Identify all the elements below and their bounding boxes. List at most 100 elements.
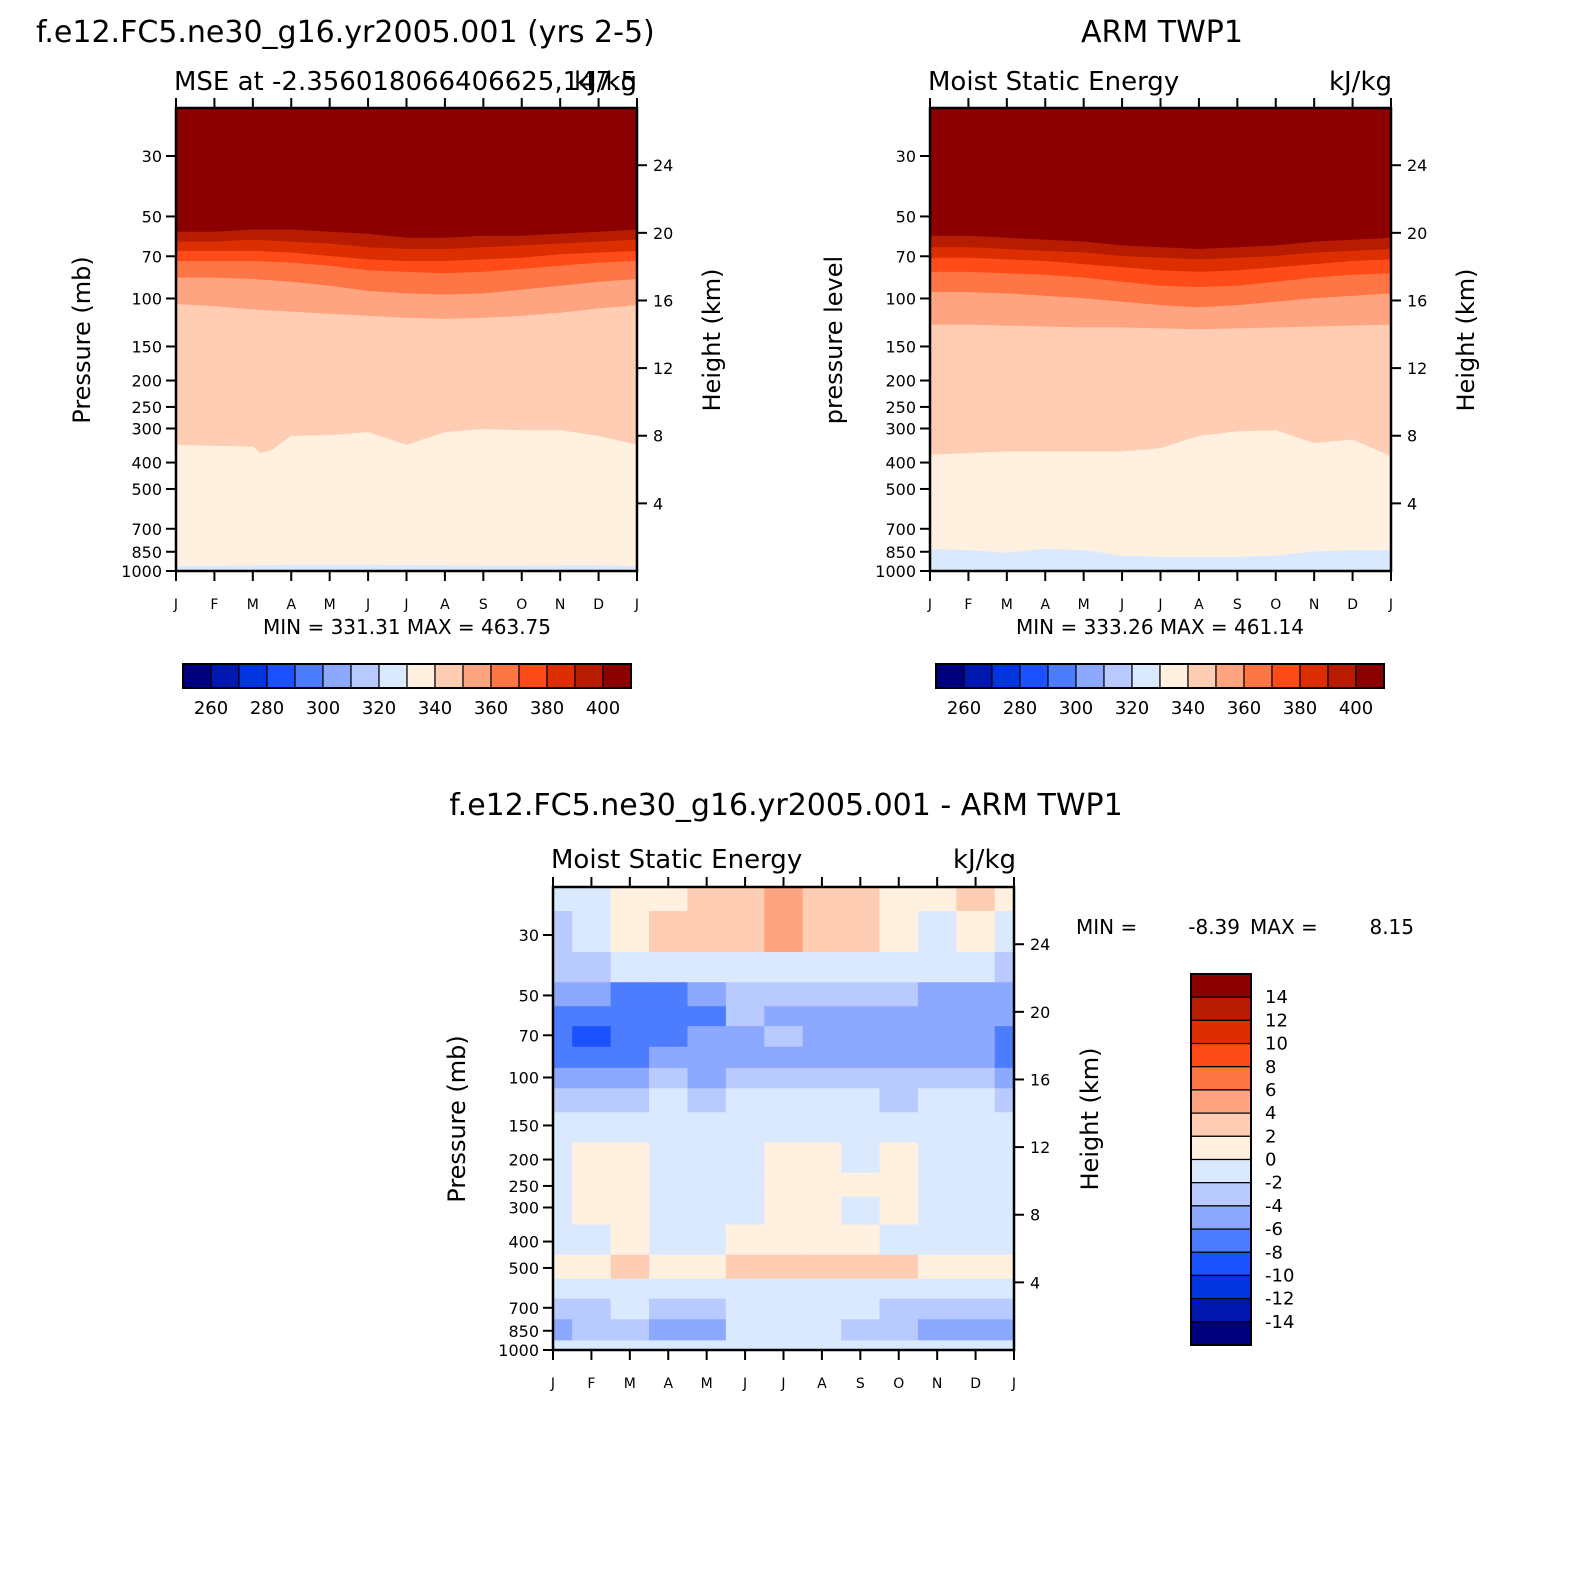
obs-colorbar-outline [935,663,1385,689]
diff-contour-cell [917,1046,957,1069]
obs-min-max: MIN = 333.26 MAX = 461.14 [1016,615,1304,639]
obs-colorbar-swatch [1075,663,1105,689]
diff-contour-cell [956,1046,996,1069]
diff-contour-cell [841,952,881,983]
diff-contour-cell [802,1026,842,1048]
model-band-320-330 [176,564,637,571]
diff-contour-cell [994,982,1014,1007]
diff-x-tick-label: D [970,1376,981,1392]
diff-contour-cell [994,952,1014,983]
obs-colorbar-swatch [1355,663,1385,689]
diff-y-tick-label: 50 [519,986,539,1005]
diff-contour-cell [917,1254,957,1280]
diff-contour-cell [610,1006,650,1027]
diff-colorbar-swatch [1190,1251,1252,1277]
obs-x-tick-label: M [1001,597,1013,613]
diff-x-tick-label: N [932,1376,942,1392]
diff-contour-cell [553,1196,573,1226]
obs-panel: ARM TWP1 Moist Static Energy kJ/kg 30 50 7… [820,15,1480,719]
diff-contour-cell [994,910,1014,953]
obs-colorbar-label: 260 [947,698,981,719]
diff-contour-cell [802,1340,842,1350]
diff-contour-cell [687,1319,727,1341]
diff-height-tick-label: 8 [1030,1206,1040,1225]
model-colorbar-label: 340 [418,698,452,719]
diff-contour-cell [994,1340,1014,1350]
diff-contour-cell [764,1026,804,1048]
diff-colorbar-label: 6 [1265,1080,1276,1101]
diff-contour-cell [956,1088,996,1113]
model-y-tick-label: 500 [131,480,162,499]
diff-contour-cell [687,1340,727,1350]
diff-contour-cell [649,952,689,983]
diff-x-tick-label: O [893,1376,904,1392]
diff-x-tick-label: J [550,1376,555,1392]
obs-y-tick-label: 1000 [875,562,916,581]
diff-contour-cell [994,1196,1014,1226]
diff-colorbar-label: -14 [1265,1312,1294,1333]
diff-contour-cell [649,1142,689,1174]
obs-colorbar-label: 380 [1283,698,1317,719]
diff-contour-cell [572,1026,612,1048]
obs-y-tick-label: 200 [885,372,916,391]
diff-contour-cell [553,1088,573,1113]
diff-contour-cell [994,1088,1014,1113]
model-y-tick-label: 1000 [121,562,162,581]
obs-height-tick-label: 4 [1407,494,1417,513]
diff-contour-cell [553,952,573,983]
diff-contour-cell [879,887,919,912]
diff-contour-cell [572,887,612,912]
diff-contour-cell [879,1298,919,1320]
diff-contour-cell [572,952,612,983]
diff-y-tick-label: 400 [508,1233,539,1252]
contour-fill-group [930,108,1391,571]
diff-contour-cell [994,1067,1014,1089]
diff-contour-cell [879,1172,919,1198]
diff-contour-cell [879,982,919,1007]
diff-contour-cell [994,1172,1014,1198]
diff-contour-cell [841,1088,881,1113]
obs-y-tick-label: 100 [885,289,916,308]
diff-contour-cell [572,1224,612,1256]
diff-colorbar-swatch [1190,1112,1252,1137]
diff-colorbar-swatch [1190,1228,1252,1253]
diff-contour-cell [917,1172,957,1198]
diff-contour-cell [572,1319,612,1341]
model-band-340-350 [176,304,637,454]
model-y-tick-label: 150 [131,337,162,356]
diff-contour-cell [649,1278,689,1300]
diff-colorbar-label: -6 [1265,1219,1283,1240]
diff-colorbar-swatch [1190,1298,1252,1323]
model-x-tick-label: N [555,597,565,613]
diff-y-tick-label: 250 [508,1177,539,1196]
diff-contour-cell [956,1142,996,1174]
model-y-tick-label: 700 [131,520,162,539]
diff-colorbar-label: -4 [1265,1196,1283,1217]
diff-x-tick-label: M [701,1376,713,1392]
model-x-tick-label: D [593,597,604,613]
diff-contour-cell [553,1067,573,1089]
model-colorbar-label: 380 [530,698,564,719]
obs-y-tick-label: 400 [885,454,916,473]
diff-contour-cell [553,1278,573,1300]
diff-y-tick-label: 200 [508,1151,539,1170]
model-colorbar-swatch [266,663,296,689]
diff-contour-cell [649,1088,689,1113]
obs-band-340-350 [930,324,1391,457]
diff-contour-cell [802,1088,842,1113]
diff-y-tick-label: 70 [519,1026,539,1045]
diff-contour-cell [956,1278,996,1300]
diff-contour-cell [841,1196,881,1226]
diff-title: f.e12.FC5.ne30_g16.yr2005.001 - ARM TWP1 [449,788,1122,823]
diff-contour-cell [956,1112,996,1144]
diff-contour-cell [802,1172,842,1198]
diff-x-tick-label: M [624,1376,636,1392]
diff-contour-cell [841,1142,881,1174]
diff-contour-cell [879,952,919,983]
diff-contour-cell [841,910,881,953]
obs-y-tick-label: 250 [885,398,916,417]
diff-contour-cell [553,1254,573,1280]
obs-y-tick-label: 70 [896,247,916,266]
